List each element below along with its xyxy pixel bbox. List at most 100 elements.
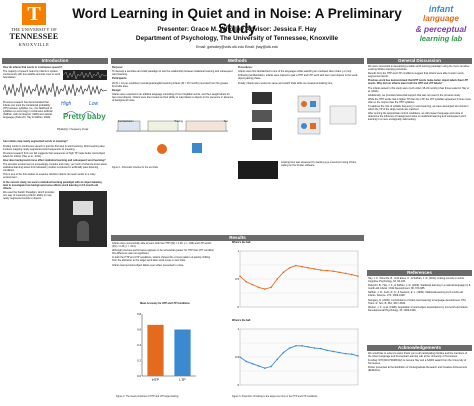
ack-1: We would like to extend a warm thank you… [368,352,468,358]
discussion-7: After running the appropriate control co… [368,112,466,122]
y-tick-label: 0 [237,305,239,309]
data-point [319,269,322,271]
data-point [332,270,334,272]
eye-tracking-caption: Looking time was assessed by tracking ey… [281,160,357,167]
participants-heading: Participants: [112,77,128,81]
label-high: High [61,101,72,108]
data-point [344,272,347,275]
data-point [276,278,279,280]
data-point [350,353,353,355]
lab-logo: infant language & perceptual learning la… [410,2,472,54]
intro-question-4: In the current study, we used a statisti… [3,180,102,190]
label-low: Low [89,101,99,108]
power-t-icon: T [22,3,46,25]
reference-item: Hay, J. F., Pelucchi, B., Graf Estes, K.… [368,277,465,283]
discussion-5: While the HTP words had a higher TP than… [368,97,471,104]
university-logo: T THE UNIVERSITY OF TENNESSEE KNOXVILLE [4,3,64,53]
data-point [239,275,241,277]
methods-left-column: Purpose: To develop a sensitive and vali… [112,65,234,233]
poster-header: T THE UNIVERSITY OF TENNESSEE KNOXVILLE … [0,0,474,57]
intro-bullet-1: The majority of speech heard by infants … [3,70,61,80]
data-point [288,266,291,269]
discussion-4: Additionally, we provided referential su… [368,93,461,97]
lab-logo-line: learning lab [419,34,463,43]
data-point [357,275,359,277]
introduction-column: How do infants find words in continuous … [3,65,107,403]
y-tick-label: 0.0 [137,374,141,378]
participants-text: 20 (N = 10 per condition) monolingual En… [112,81,229,88]
data-point [301,344,303,347]
figure3-caption: Figure 3. Proportion of looking to the t… [232,396,318,398]
introduction-bar: Introduction [2,58,108,64]
data-point [264,367,266,369]
discussion-2: Results from the HTP and LTP conditions … [368,72,464,79]
data-point [313,268,316,270]
purpose-heading: Purpose: [112,66,123,69]
data-point [245,360,248,363]
word-baby: baby [87,112,106,122]
x-tick-label: LTP [179,378,186,382]
intro-bullet-7: We used the Switch Paradigm, which provi… [3,190,55,200]
series-line [239,265,359,290]
data-point [326,349,328,351]
line-chart-ltp: Where's the ball 0 0.5 1 [232,319,362,396]
y-tick-label: 0.4 [137,343,141,347]
tp-note: P(baby|ty) = frequency of pair [57,128,89,132]
eye-tracking-photo [238,160,278,179]
y-tick-label: 0.5 [235,355,239,359]
data-point [245,280,248,283]
bar-ltp [174,329,191,376]
design-text: Infants were exposed to an artificial la… [112,92,234,102]
reference-item: Werker, J. F., et al. (1998). Acquisitio… [368,305,469,312]
line-chart1-label: Where's the ball [232,241,251,244]
lab-logo-line: infant [428,4,454,14]
results-bar: Results [111,235,364,241]
figure1-caption: Figure 1. Schematic timeline for the tes… [112,167,158,170]
data-point [270,365,272,368]
data-point [338,351,341,354]
reference-item: Pelucchi, B., Hay, J. F., & Saffran, J. … [368,284,471,291]
discussion-bar: General Discussion [367,58,472,64]
series-line [239,345,359,369]
data-point [288,347,291,349]
discussion-column: We were successful in developing a viabl… [368,65,471,268]
lab-logo-line: language [423,14,459,23]
intro-bullet-5: The acoustic environment is exceedingly … [3,163,107,173]
discussion-6: To address the role of syllable frequenc… [368,105,469,112]
discussion-heading: Previous work has demonstrated that HTP … [368,79,469,86]
result-4: Infants learned word-object labels even … [112,263,184,267]
data-point [332,350,334,353]
procedure-1: Infants were first familiarized to one o… [238,70,352,74]
word-pretty: Pretty [63,112,86,122]
email-line: Email: gwholley@vols.utk.edu Email: jhay… [196,45,278,49]
ack-3: Poster presented at the Exhibition of Un… [368,366,467,373]
result-1: Infants were successfully able to learn … [112,242,212,248]
discussion-1: We were successful in developing a viabl… [368,65,470,71]
line-chart-htp-svg: 00.51 [235,249,359,309]
line-chart2-label: Where's the ball [232,319,251,322]
acknowledgements-bar: Acknowledgements [367,345,472,351]
waveform-figure [3,83,107,98]
y-tick-label: 0.5 [235,277,239,281]
accuracy-bar-chart: Mean Accuracy for HTP and LTP Conditions… [130,302,200,395]
y-tick-label: 0.8 [137,312,141,316]
data-point [276,358,279,360]
intro-bullet-4: Previous research from our lab suggests … [3,151,106,158]
data-point [257,286,260,289]
data-point [264,288,266,290]
bar-chart-svg: HTP LTP 0.0 0.2 0.4 0.6 0.8 [137,312,196,382]
result-3: In both the HTP and LTP conditions, infa… [112,256,211,263]
data-point [338,271,341,273]
data-point [239,356,241,358]
references-column: Hay, J. F., Pelucchi, B., Graf Estes, K.… [368,277,471,343]
procedures-heading: Procedures: [238,66,253,69]
references-bar: References [367,270,472,276]
data-point [295,264,297,267]
timeline-label: Test [223,120,228,124]
data-point [344,352,347,355]
line-chart-htp: Where's the ball 0 0.5 1 [232,241,362,318]
data-point [307,266,310,269]
intro-bullet-6: This is one of the first studies to exam… [3,173,96,180]
result-2: Although previous performance appears to… [112,249,214,256]
presenter-line: Presenter: Grace M. Wholley Advisor: Jes… [157,26,317,33]
